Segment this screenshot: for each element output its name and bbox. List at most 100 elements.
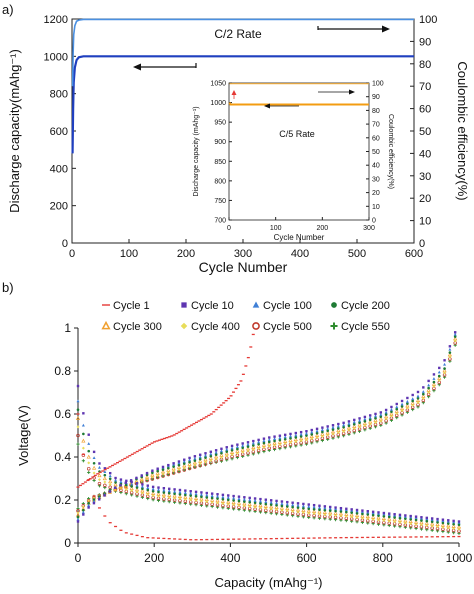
data-point bbox=[273, 437, 277, 440]
data-point bbox=[432, 377, 436, 380]
data-point bbox=[275, 501, 279, 505]
data-point bbox=[214, 450, 218, 454]
arrow-left-head bbox=[133, 63, 141, 71]
data-point bbox=[422, 386, 425, 389]
data-point bbox=[225, 450, 229, 453]
data-point bbox=[168, 487, 171, 490]
data-point bbox=[263, 503, 268, 508]
data-point bbox=[333, 510, 338, 515]
x-tick-label: 0 bbox=[69, 248, 75, 260]
data-point bbox=[283, 438, 288, 443]
data-point bbox=[243, 496, 246, 499]
b-y-tick-label: 0 bbox=[64, 536, 71, 550]
data-point bbox=[103, 483, 107, 488]
data-point bbox=[426, 387, 431, 392]
data-point bbox=[216, 494, 220, 498]
data-point bbox=[432, 373, 436, 376]
data-point bbox=[339, 510, 343, 513]
data-point bbox=[329, 505, 332, 509]
data-point bbox=[92, 499, 96, 503]
b-y-tick-label: 0.6 bbox=[54, 407, 71, 421]
data-point bbox=[172, 462, 175, 465]
x-axis-label: Cycle Number bbox=[199, 259, 288, 275]
data-point bbox=[275, 499, 278, 503]
inset-series-line-0 bbox=[228, 102, 369, 106]
data-point bbox=[182, 463, 187, 468]
data-point bbox=[350, 508, 353, 511]
data-point bbox=[326, 429, 329, 433]
y-right-tick-label: 40 bbox=[419, 148, 431, 160]
data-point bbox=[258, 499, 262, 503]
data-point bbox=[235, 448, 240, 453]
data-point bbox=[173, 492, 176, 496]
data-point bbox=[456, 524, 462, 529]
data-point bbox=[325, 430, 330, 435]
series-4 bbox=[75, 336, 462, 529]
data-point bbox=[205, 496, 209, 499]
data-point bbox=[221, 493, 225, 497]
data-point bbox=[352, 422, 356, 426]
data-point bbox=[312, 503, 316, 507]
series-2 bbox=[76, 332, 461, 524]
legend-item: Cycle 500 bbox=[252, 321, 312, 333]
data-point bbox=[114, 478, 118, 482]
y-left-tick-label: 800 bbox=[50, 89, 68, 101]
data-point bbox=[156, 491, 161, 496]
data-point bbox=[331, 424, 335, 427]
data-point bbox=[416, 390, 420, 394]
data-point bbox=[291, 505, 294, 509]
data-point bbox=[328, 506, 332, 510]
data-point bbox=[302, 502, 305, 506]
data-point bbox=[377, 511, 380, 514]
data-point bbox=[144, 474, 150, 479]
data-point bbox=[307, 505, 311, 508]
data-point bbox=[141, 483, 144, 486]
data-point bbox=[220, 498, 225, 503]
legend-label: Cycle 10 bbox=[191, 300, 234, 312]
data-point bbox=[315, 429, 319, 433]
inset-y-right-tick-label: 20 bbox=[372, 190, 380, 197]
data-point bbox=[371, 513, 375, 517]
data-point bbox=[145, 489, 150, 494]
data-point bbox=[368, 418, 372, 422]
data-point bbox=[452, 522, 455, 526]
data-point bbox=[124, 481, 128, 484]
y-left-tick-label: 1200 bbox=[44, 14, 68, 26]
data-point bbox=[285, 505, 289, 508]
panel-label-a: a) bbox=[2, 2, 14, 17]
data-point bbox=[242, 501, 247, 506]
data-point bbox=[151, 489, 155, 493]
data-point bbox=[76, 433, 80, 438]
data-point bbox=[262, 437, 266, 440]
data-point bbox=[193, 495, 199, 500]
data-point bbox=[374, 416, 377, 420]
data-point bbox=[405, 399, 409, 403]
data-point bbox=[97, 481, 102, 486]
data-point bbox=[355, 511, 359, 515]
data-point bbox=[420, 516, 423, 519]
legend-marker bbox=[330, 322, 338, 330]
data-point bbox=[409, 514, 412, 518]
data-point bbox=[275, 503, 278, 507]
data-point bbox=[320, 428, 324, 431]
data-point bbox=[225, 446, 228, 449]
data-point bbox=[283, 433, 287, 437]
data-point bbox=[119, 483, 122, 487]
inset-y-right-tick-label: 60 bbox=[372, 135, 380, 142]
data-point bbox=[381, 516, 386, 520]
data-point bbox=[368, 419, 373, 424]
series-line-0 bbox=[71, 55, 414, 154]
data-point bbox=[198, 458, 203, 463]
data-point bbox=[192, 460, 197, 465]
data-point bbox=[353, 418, 356, 422]
data-point bbox=[194, 490, 198, 494]
data-point bbox=[305, 434, 308, 437]
y-right-tick-label: 100 bbox=[419, 14, 437, 26]
data-point bbox=[436, 517, 439, 521]
data-point bbox=[103, 480, 107, 484]
data-point bbox=[349, 512, 354, 517]
data-point bbox=[427, 383, 431, 387]
data-point bbox=[431, 381, 437, 386]
data-point bbox=[187, 461, 192, 466]
data-point bbox=[203, 457, 208, 462]
